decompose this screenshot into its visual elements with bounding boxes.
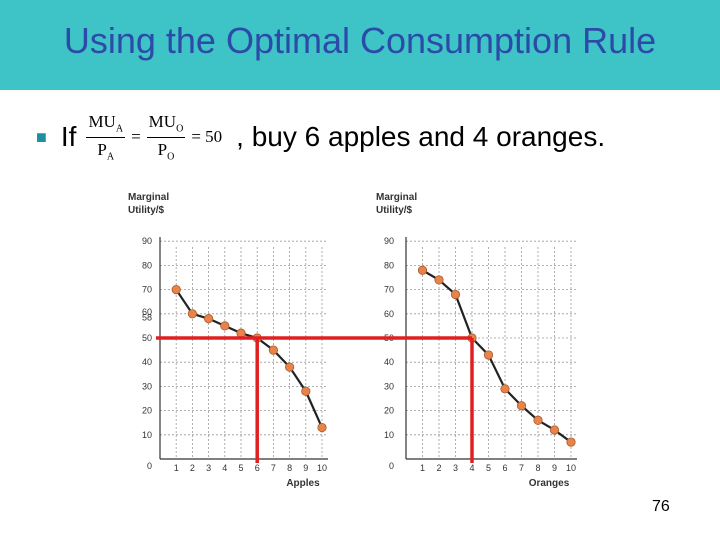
oranges-xtick-label: 4 bbox=[469, 463, 474, 473]
oranges-xtick-label: 8 bbox=[535, 463, 540, 473]
apples-xlabel: Apples bbox=[286, 478, 320, 489]
apples-xtick-label: 2 bbox=[190, 463, 195, 473]
mu-apples-sub: A bbox=[115, 123, 124, 135]
apples-ytick-label: 30 bbox=[142, 381, 152, 391]
fraction-apples: MUA PA bbox=[86, 112, 126, 162]
formula-result: = 50 bbox=[191, 127, 223, 146]
apples-curve bbox=[175, 288, 324, 428]
oranges-point bbox=[500, 384, 510, 394]
oranges-point bbox=[450, 289, 461, 300]
price-apples-sub: A bbox=[106, 150, 115, 162]
apples-ytick-label: 50 bbox=[142, 333, 152, 343]
apples-ytick-label: 70 bbox=[142, 285, 152, 295]
apples-ytick-label: 90 bbox=[142, 236, 152, 246]
oranges-ytick-label: 80 bbox=[384, 260, 394, 270]
apples-ylabel-line2: Utility/$ bbox=[128, 205, 165, 216]
oranges-ytick-label: 10 bbox=[384, 430, 394, 440]
oranges-ytick-label: 30 bbox=[384, 381, 394, 391]
oranges-ytick-label: 60 bbox=[384, 309, 394, 319]
oranges-xtick-label: 2 bbox=[436, 463, 441, 473]
oranges-curve bbox=[421, 269, 572, 443]
apples-xtick-label: 9 bbox=[303, 463, 308, 473]
bullet-row: ■ If MUA PA = MUO PO = 50 , buy 6 apples… bbox=[36, 112, 605, 162]
price-apples: P bbox=[97, 139, 107, 159]
apples-point bbox=[204, 314, 214, 324]
oranges-xlabel: Oranges bbox=[529, 478, 570, 489]
oranges-xtick-label: 1 bbox=[420, 463, 425, 473]
apples-ytick-label: 60 bbox=[142, 307, 152, 317]
mu-oranges: MU bbox=[148, 112, 177, 132]
oranges-point bbox=[483, 350, 494, 360]
mu-oranges-sub: O bbox=[176, 123, 184, 135]
apples-point bbox=[171, 284, 181, 295]
oranges-xtick-label: 3 bbox=[453, 463, 458, 473]
apples-xtick-label: 7 bbox=[271, 463, 276, 473]
apples-ytick-label: 80 bbox=[142, 260, 152, 270]
page-number: 76 bbox=[652, 498, 670, 515]
title-bar bbox=[0, 0, 720, 90]
oranges-point bbox=[566, 437, 576, 447]
apples-ytick-label: 40 bbox=[142, 357, 152, 367]
slide-title: Using the Optimal Consumption Rule bbox=[63, 20, 657, 61]
apples-xtick-label: 3 bbox=[206, 463, 211, 473]
apples-point bbox=[236, 328, 246, 338]
apples-point bbox=[284, 362, 295, 372]
oranges-xtick-label: 5 bbox=[486, 463, 491, 473]
apples-point bbox=[268, 345, 278, 355]
oranges-point bbox=[417, 265, 428, 275]
oranges-ytick-label: 70 bbox=[384, 285, 394, 295]
oranges-point bbox=[533, 415, 543, 425]
bullet-icon: ■ bbox=[36, 126, 47, 147]
oranges-ylabel-line1: Marginal bbox=[376, 192, 417, 203]
apples-point bbox=[301, 386, 311, 396]
apples-xtick-label: 1 bbox=[174, 463, 179, 473]
oranges-xtick-label: 6 bbox=[502, 463, 507, 473]
oranges-point bbox=[549, 425, 560, 435]
apples-zero-label: 0 bbox=[147, 461, 152, 471]
mu-apples: MU bbox=[88, 112, 116, 132]
equals-sign: = bbox=[131, 127, 141, 146]
apples-xtick-label: 6 bbox=[255, 463, 260, 473]
apples-xtick-label: 4 bbox=[222, 463, 227, 473]
oranges-point bbox=[434, 275, 444, 285]
apples-point bbox=[187, 309, 197, 319]
bullet-text: , buy 6 apples and 4 oranges. bbox=[236, 121, 606, 152]
oranges-ytick-label: 40 bbox=[384, 357, 394, 367]
oranges-ytick-label: 90 bbox=[384, 236, 394, 246]
apples-xtick-label: 8 bbox=[287, 463, 292, 473]
optimal-rule-formula: MUA PA = MUO PO = 50 bbox=[86, 112, 228, 162]
price-oranges-sub: O bbox=[167, 150, 175, 162]
apples-ylabel-line1: Marginal bbox=[128, 192, 169, 203]
fraction-oranges: MUO PO bbox=[146, 112, 186, 162]
apples-ytick-label: 58 bbox=[142, 313, 152, 323]
oranges-xtick-label: 7 bbox=[519, 463, 524, 473]
oranges-ylabel-line2: Utility/$ bbox=[376, 205, 413, 216]
price-oranges: P bbox=[157, 139, 168, 159]
oranges-xtick-label: 10 bbox=[566, 463, 576, 473]
oranges-xtick-label: 9 bbox=[552, 463, 557, 473]
oranges-point bbox=[516, 401, 527, 411]
bullet-prefix: If bbox=[60, 121, 77, 152]
oranges-ytick-label: 20 bbox=[384, 406, 394, 416]
apples-ytick-label: 10 bbox=[142, 430, 152, 440]
apples-point bbox=[220, 321, 230, 331]
apples-ytick-label: 20 bbox=[142, 406, 152, 416]
apples-xtick-label: 5 bbox=[238, 463, 243, 473]
apples-point bbox=[317, 422, 327, 433]
oranges-zero-label: 0 bbox=[389, 461, 394, 471]
apples-xtick-label: 10 bbox=[317, 463, 327, 473]
